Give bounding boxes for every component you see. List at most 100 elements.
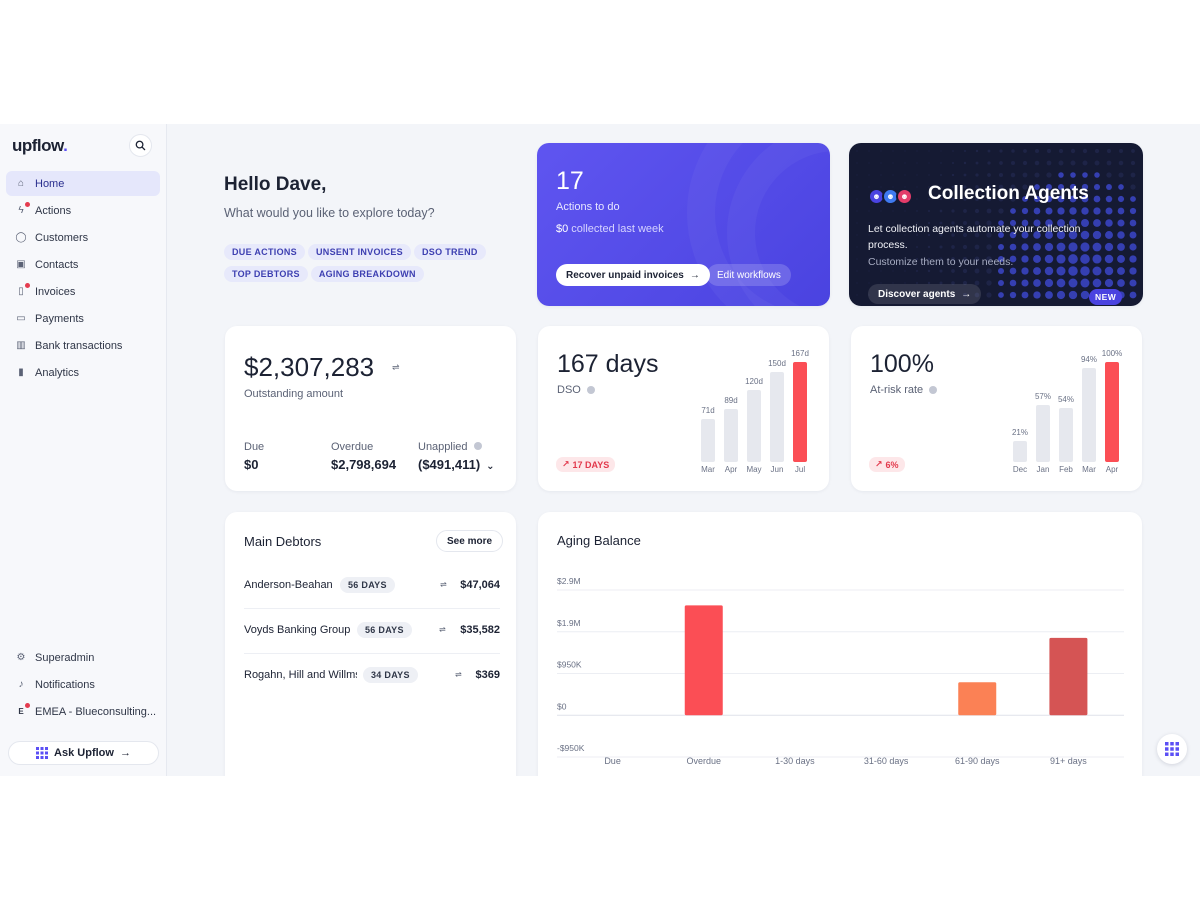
main-debtors-card: Main Debtors See more Anderson-Beahan 56 …	[225, 512, 516, 776]
aging-bar[interactable]	[684, 605, 723, 716]
actions-count: 17	[556, 167, 584, 195]
info-icon[interactable]	[929, 386, 938, 394]
y-tick-label: $0	[557, 701, 567, 711]
bar-value-label: 21%	[1011, 428, 1028, 437]
aging-bar[interactable]	[1049, 637, 1088, 716]
debtor-amount: $47,064	[460, 579, 500, 591]
assistant-fab-button[interactable]	[1157, 734, 1187, 764]
suggestion-chips: DUE ACTIONS UNSENT INVOICES DSO TREND TOP D…	[224, 242, 514, 286]
suggestion-chip[interactable]: DSO TREND	[413, 244, 486, 260]
sidebar: upflow. ⌂ Home ϟ Actions ◯ Customers ▣ Contacts…	[0, 124, 167, 776]
chart-bar[interactable]	[1013, 441, 1027, 462]
debtor-row[interactable]: Voyds Banking Group 56 DAYS ⇌ $35,582	[244, 609, 500, 654]
upflow-logo[interactable]: upflow.	[12, 136, 68, 155]
currency-exchange-icon: ⇌	[440, 580, 447, 589]
suggestion-chip[interactable]: UNSENT INVOICES	[307, 244, 411, 260]
collected-text: $0 collected last week	[556, 223, 664, 235]
suggestion-chip[interactable]: AGING BREAKDOWN	[310, 266, 424, 282]
sidebar-item-customers[interactable]: ◯ Customers	[6, 225, 160, 250]
search-button[interactable]	[129, 134, 152, 157]
actions-card[interactable]: 17 Actions to do $0 collected last week …	[537, 143, 830, 306]
sidebar-item-payments[interactable]: ▭ Payments	[6, 306, 160, 331]
bar-category-label: May	[746, 465, 762, 474]
debtor-name: Voyds Banking Group	[244, 624, 351, 636]
agent-avatars: ☻ ☻ ☻	[868, 188, 913, 205]
sidebar-item-label: Home	[35, 177, 65, 190]
bar-value-label: 167d	[791, 349, 809, 358]
chart-bar[interactable]	[701, 419, 715, 462]
x-category-label: 31-60 days	[864, 756, 909, 766]
sidebar-item-analytics[interactable]: ▮ Analytics	[6, 360, 160, 385]
agent-avatar-icon: ☻	[868, 188, 885, 205]
sidebar-item-emea-blueconsulting[interactable]: E EMEA - Blueconsulting...	[6, 699, 160, 724]
metric-unapplied[interactable]: Unapplied ($491,411) ⌄	[418, 441, 495, 472]
sidebar-item-bank-transactions[interactable]: ▥ Bank transactions	[6, 333, 160, 358]
bar-category-label: Mar	[1082, 465, 1096, 474]
chart-bar[interactable]	[1059, 408, 1073, 462]
bar-category-label: Feb	[1059, 465, 1073, 474]
x-category-label: Overdue	[686, 756, 721, 766]
chevron-down-icon[interactable]: ⌄	[486, 461, 495, 472]
x-category-label: 91+ days	[1050, 756, 1087, 766]
dso-card[interactable]: 167 days DSO ↗ 17 DAYS 71d Mar 89d Apr 120d Ma…	[538, 326, 829, 491]
sidebar-item-notifications[interactable]: ♪ Notifications	[6, 672, 160, 697]
collection-agents-card[interactable]: ☻ ☻ ☻ Collection Agents Let collection age…	[849, 143, 1143, 306]
suggestion-chip[interactable]: TOP DEBTORS	[224, 266, 308, 282]
at-risk-card[interactable]: 100% At-risk rate ↗ 6% 21% Dec 57% Jan 54% Feb…	[851, 326, 1142, 491]
bar-value-label: 54%	[1057, 395, 1074, 404]
chart-bar[interactable]	[793, 362, 807, 462]
discover-agents-button[interactable]: Discover agents →	[868, 284, 982, 304]
at-risk-label: At-risk rate	[870, 384, 938, 396]
debtor-row[interactable]: Rogahn, Hill and Willms 34 DAYS ⇌ $369	[244, 654, 500, 699]
metric-overdue: Overdue $2,798,694	[331, 441, 397, 472]
dso-label: DSO	[557, 384, 595, 396]
sidebar-item-invoices[interactable]: ▯ Invoices	[6, 279, 160, 304]
chart-bar[interactable]	[1036, 405, 1050, 462]
bar-chart-icon: ▮	[18, 367, 24, 378]
chart-bar[interactable]	[1082, 368, 1096, 462]
bar-value-label: 120d	[745, 377, 763, 387]
sidebar-item-label: Analytics	[35, 366, 80, 379]
debtor-amount: $369	[475, 669, 500, 681]
info-icon[interactable]	[586, 386, 595, 394]
outstanding-label: Outstanding amount	[244, 388, 344, 400]
aging-bar[interactable]	[958, 682, 997, 716]
sidebar-item-label: EMEA - Blueconsulting...	[35, 705, 157, 718]
dso-value: 167 days	[557, 350, 659, 378]
ask-upflow-button[interactable]: Ask Upflow →	[8, 741, 159, 765]
currency-exchange-icon: ⇌	[439, 625, 446, 634]
sidebar-item-actions[interactable]: ϟ Actions	[6, 198, 160, 223]
edit-workflows-button[interactable]: Edit workflows	[707, 264, 791, 286]
chart-bar[interactable]	[770, 372, 784, 462]
org-avatar-icon: E	[15, 702, 30, 718]
ask-upflow-label: Ask Upflow	[54, 747, 114, 759]
notification-dot	[25, 702, 30, 708]
notification-dot	[25, 201, 30, 207]
recover-unpaid-invoices-button[interactable]: Recover unpaid invoices →	[556, 264, 710, 286]
x-category-label: 61-90 days	[955, 756, 1000, 766]
arrow-right-icon: →	[961, 288, 972, 300]
bar-value-label: 89d	[724, 395, 738, 405]
sidebar-item-label: Notifications	[35, 678, 95, 691]
chart-bar[interactable]	[724, 408, 738, 462]
currency-exchange-icon[interactable]: ⇌	[392, 362, 400, 372]
debtor-amount: $35,582	[460, 624, 500, 636]
sidebar-item-superadmin[interactable]: ⚙ Superadmin	[6, 645, 160, 670]
info-icon[interactable]	[473, 442, 482, 450]
suggestion-chip[interactable]: DUE ACTIONS	[224, 244, 305, 260]
contact-card-icon: ▣	[16, 259, 26, 270]
see-more-button[interactable]: See more	[436, 530, 504, 552]
sidebar-item-home[interactable]: ⌂ Home	[6, 171, 160, 196]
sidebar-item-label: Invoices	[35, 285, 76, 298]
user-icon: ◯	[15, 232, 27, 243]
sidebar-item-label: Customers	[35, 231, 89, 244]
debtor-row[interactable]: Anderson-Beahan 56 DAYS ⇌ $47,064	[244, 564, 500, 609]
sidebar-item-label: Payments	[35, 312, 84, 325]
search-icon	[135, 140, 146, 151]
sidebar-nav: ⌂ Home ϟ Actions ◯ Customers ▣ Contacts ▯ Invoice…	[6, 171, 160, 387]
chart-bar[interactable]	[747, 390, 761, 462]
bar-value-label: 57%	[1034, 392, 1051, 401]
debtor-name: Anderson-Beahan	[244, 579, 333, 591]
chart-bar[interactable]	[1105, 362, 1119, 462]
sidebar-item-contacts[interactable]: ▣ Contacts	[6, 252, 160, 277]
